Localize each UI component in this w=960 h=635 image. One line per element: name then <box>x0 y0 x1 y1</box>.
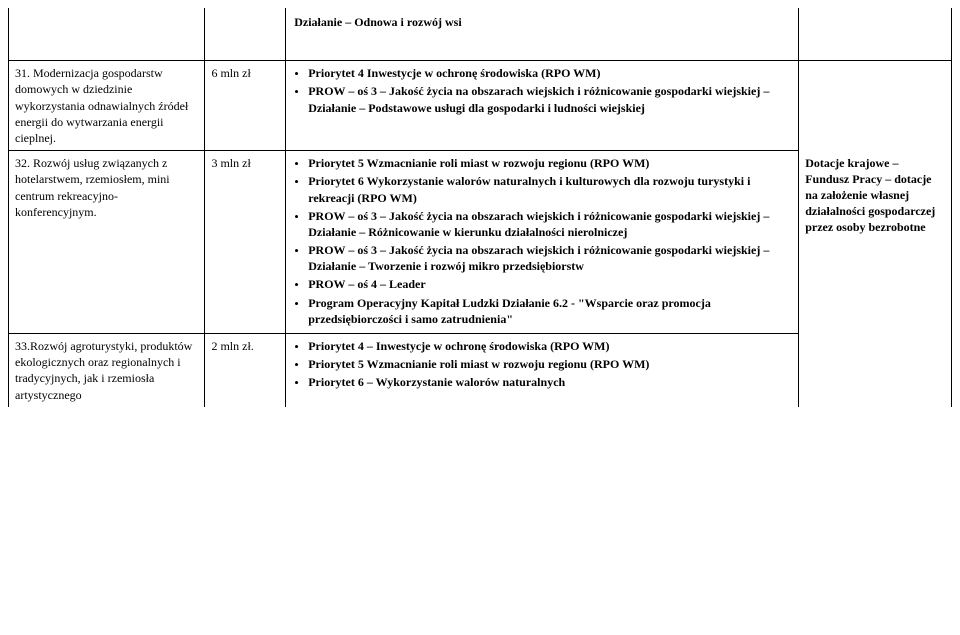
header-empty-2 <box>205 8 286 61</box>
bullet-item: Priorytet 6 – Wykorzystanie walorów natu… <box>292 374 792 390</box>
bullet-text-bold: Program Operacyjny Kapitał Ludzki Działa… <box>308 296 562 310</box>
row-col4: Dotacje krajowe – Fundusz Pracy – dotacj… <box>799 151 952 334</box>
bullet-item: Priorytet 5 Wzmacnianie roli miast w roz… <box>292 356 792 372</box>
bullet-text-bold: Priorytet 5 Wzmacnianie roli miast w roz… <box>308 156 649 170</box>
bullet-list: Priorytet 5 Wzmacnianie roli miast w roz… <box>292 155 792 327</box>
bullet-text-bold: PROW – oś 4 – Leader <box>308 277 425 291</box>
bullet-text-bold: Priorytet 5 Wzmacnianie roli miast w roz… <box>308 357 649 371</box>
bullet-item: Priorytet 4 Inwestycje w ochronę środowi… <box>292 65 792 81</box>
row-col4-empty <box>799 334 952 407</box>
bullet-text-bold: Priorytet 6 Wykorzystanie walorów natura… <box>308 174 750 204</box>
row-col3: Priorytet 5 Wzmacnianie roli miast w roz… <box>286 151 799 334</box>
bullet-text-bold: Priorytet 6 – Wykorzystanie walorów natu… <box>308 375 565 389</box>
bullet-item: PROW – oś 3 – Jakość życia na obszarach … <box>292 208 792 240</box>
bullet-list: Priorytet 4 – Inwestycje w ochronę środo… <box>292 338 792 391</box>
header-empty-4 <box>799 8 952 61</box>
bullet-list: Priorytet 4 Inwestycje w ochronę środowi… <box>292 65 792 116</box>
bullet-text-bold: Priorytet 4 Inwestycje w ochronę środowi… <box>308 66 600 80</box>
bullet-text-bold: PROW – oś 3 – Jakość życia na obszarach … <box>308 209 769 239</box>
document-table: Działanie – Odnowa i rozwój wsi 31. Mode… <box>8 8 952 407</box>
row-col3: Priorytet 4 – Inwestycje w ochronę środo… <box>286 334 799 407</box>
table-row: 33.Rozwój agroturystyki, produktów ekolo… <box>9 334 952 407</box>
header-empty-1 <box>9 8 205 61</box>
table-header-row: Działanie – Odnowa i rozwój wsi <box>9 8 952 61</box>
bullet-item: PROW – oś 3 – Jakość życia na obszarach … <box>292 83 792 115</box>
row-col1: 31. Modernizacja gospodarstw domowych w … <box>9 61 205 151</box>
row-col3: Priorytet 4 Inwestycje w ochronę środowi… <box>286 61 799 151</box>
table-row: 32. Rozwój usług związanych z hotelarstw… <box>9 151 952 334</box>
bullet-item: Program Operacyjny Kapitał Ludzki Działa… <box>292 295 792 327</box>
row-col2: 3 mln zł <box>205 151 286 334</box>
bullet-item: Priorytet 4 – Inwestycje w ochronę środo… <box>292 338 792 354</box>
row-col2: 2 mln zł. <box>205 334 286 407</box>
bullet-text-bold: PROW – oś 3 – Jakość życia na obszarach … <box>308 84 769 114</box>
row-col4-empty <box>799 61 952 151</box>
bullet-item: Priorytet 5 Wzmacnianie roli miast w roz… <box>292 155 792 171</box>
bullet-text-bold: PROW – oś 3 – Jakość życia na obszarach … <box>308 243 769 273</box>
header-title-text: Działanie – Odnowa i rozwój wsi <box>294 15 461 29</box>
bullet-item: Priorytet 6 Wykorzystanie walorów natura… <box>292 173 792 205</box>
row-col1: 32. Rozwój usług związanych z hotelarstw… <box>9 151 205 334</box>
row-col2: 6 mln zł <box>205 61 286 151</box>
header-title-cell: Działanie – Odnowa i rozwój wsi <box>286 8 799 61</box>
row-col1: 33.Rozwój agroturystyki, produktów ekolo… <box>9 334 205 407</box>
bullet-text-bold: Priorytet 4 – Inwestycje w ochronę środo… <box>308 339 609 353</box>
table-row: 31. Modernizacja gospodarstw domowych w … <box>9 61 952 151</box>
bullet-item: PROW – oś 4 – Leader <box>292 276 792 292</box>
bullet-item: PROW – oś 3 – Jakość życia na obszarach … <box>292 242 792 274</box>
